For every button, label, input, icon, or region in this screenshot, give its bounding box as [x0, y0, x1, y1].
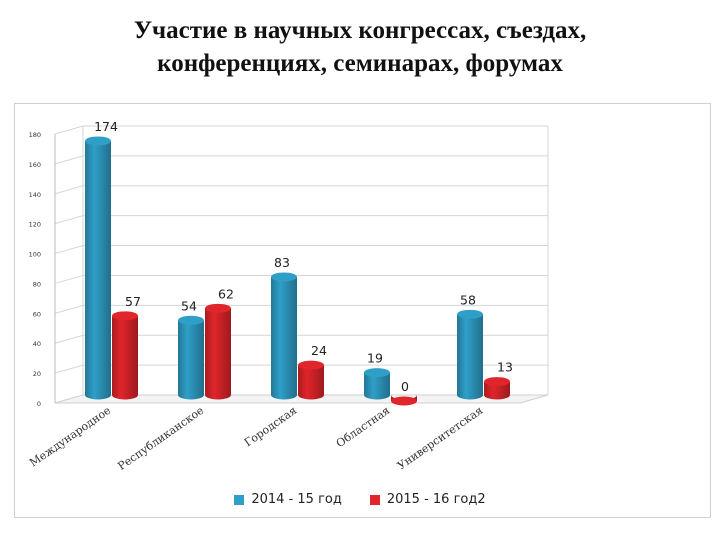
data-label-1-0: 57 [125, 294, 141, 309]
bar-2015 - 16 год2-Университетская [484, 381, 510, 400]
bar-cap-0-2 [271, 272, 297, 282]
title-line-1: Участие в научных конгрессах, съездах, [133, 17, 587, 44]
title-line-2: конференциях, семинарах, форумах [157, 50, 563, 77]
gridline [54, 185, 548, 195]
y-tick-label: 140 [29, 191, 41, 199]
bar-2015 - 16 год2-Городская [298, 365, 324, 400]
data-label-0-3: 19 [367, 351, 383, 366]
bar-cap-1-3 [391, 396, 417, 406]
bar-2014 - 15 год-Республиканское [178, 320, 204, 400]
data-label-1-4: 13 [497, 360, 513, 375]
bar-cap-1-2 [298, 360, 324, 370]
category-label-3: Областная [334, 404, 393, 450]
legend-item-series-1: 2014 - 15 год [234, 492, 342, 507]
bar-cap-1-1 [205, 303, 231, 313]
y-tick-label: 180 [29, 131, 41, 139]
gridline [54, 274, 548, 284]
bar-cap-0-3 [364, 368, 390, 378]
slide-title: Участие в научных конгрессах, съездах, к… [0, 14, 720, 80]
legend-item-series-2: 2015 - 16 год2 [369, 492, 486, 507]
chart-frame [14, 103, 711, 518]
legend-swatch-series-1 [234, 494, 245, 505]
category-label-4: Университетская [395, 404, 485, 473]
data-label-1-3: 0 [401, 379, 409, 394]
legend-swatch-series-2 [369, 494, 380, 505]
bar-2014 - 15 год-Городская [271, 276, 297, 400]
bar-2015 - 16 год2-Республиканское [205, 308, 231, 400]
data-label-1-1: 62 [218, 286, 234, 301]
bar-cap-1-0 [112, 311, 138, 321]
data-label-0-0: 174 [94, 119, 118, 134]
y-tick-label: 60 [33, 310, 41, 318]
bar-cap-0-0 [85, 136, 111, 146]
category-label-0: Международное [27, 404, 113, 470]
bar-cap-0-1 [178, 315, 204, 325]
gridline [54, 125, 548, 135]
bar-2014 - 15 год-Областная [364, 372, 390, 400]
y-tick-label: 40 [33, 340, 41, 348]
category-label-2: Городская [242, 404, 299, 450]
gridline [54, 155, 548, 165]
category-label-1: Республиканское [115, 404, 206, 473]
data-label-0-2: 83 [274, 255, 290, 270]
y-tick-label: 160 [29, 161, 41, 169]
data-label-0-4: 58 [460, 292, 476, 307]
legend-label-series-2: 2015 - 16 год2 [386, 492, 486, 507]
data-label-0-1: 54 [181, 298, 197, 313]
bar-2014 - 15 год-Университетская [457, 314, 483, 400]
y-tick-label: 0 [37, 400, 41, 408]
chart-floor [54, 394, 549, 404]
y-tick-label: 100 [29, 251, 41, 259]
chart-legend: 2014 - 15 год 2015 - 16 год2 [0, 492, 720, 507]
y-tick-label: 80 [33, 280, 41, 288]
y-tick-label: 120 [29, 221, 41, 229]
bar-2015 - 16 год2-Международное [112, 315, 138, 400]
bar-cap-1-4 [484, 377, 510, 387]
y-tick-label: 20 [33, 370, 41, 378]
data-label-1-2: 24 [311, 343, 327, 358]
gridline [54, 245, 548, 255]
legend-label-series-1: 2014 - 15 год [251, 492, 342, 507]
bar-cap-0-4 [457, 309, 483, 319]
gridline [54, 215, 548, 225]
bar-2014 - 15 год-Международное [85, 140, 111, 400]
